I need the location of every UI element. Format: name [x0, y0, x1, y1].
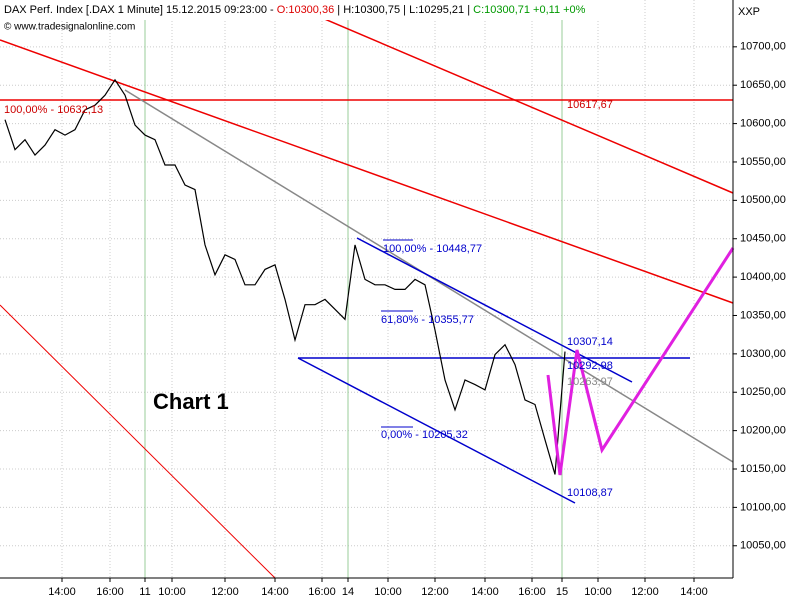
annotation: 10263,97 [567, 376, 613, 388]
y-tick-label: 10500,00 [740, 194, 786, 206]
y-tick-label: 10200,00 [740, 425, 786, 437]
annotation: 10617,67 [567, 99, 613, 111]
x-tick-label: 12:00 [631, 586, 659, 598]
header-title: DAX Perf. Index [.DAX 1 Minute] 15.12.20… [4, 4, 277, 16]
x-tick-label: 14:00 [471, 586, 499, 598]
header: DAX Perf. Index [.DAX 1 Minute] 15.12.20… [4, 4, 586, 16]
annotation: 10307,14 [567, 336, 613, 348]
annotation: 61,80% - 10355,77 [381, 314, 474, 326]
x-tick-label: 16:00 [518, 586, 546, 598]
x-tick-label: 14:00 [680, 586, 708, 598]
y-tick-label: 10650,00 [740, 79, 786, 91]
channel-line [297, 357, 576, 504]
trend-line [279, 0, 734, 194]
price-line [4, 78, 566, 475]
x-tick-label: 14 [342, 586, 354, 598]
header-open: O:10300,36 [277, 4, 335, 16]
y-tick-label: 10250,00 [740, 386, 786, 398]
copyright: © www.tradesignalonline.com [4, 22, 135, 33]
trend-line [0, 304, 276, 579]
header-high: H:10300,75 [343, 4, 400, 16]
x-tick-label: 10:00 [158, 586, 186, 598]
axis-name: XXP [738, 6, 760, 18]
annotation: 100,00% - 10448,77 [383, 243, 482, 255]
y-tick-label: 10450,00 [740, 233, 786, 245]
x-tick-label: 15 [556, 586, 568, 598]
annotation: 10292,98 [567, 360, 613, 372]
x-tick-label: 14:00 [261, 586, 289, 598]
y-tick-label: 10600,00 [740, 117, 786, 129]
x-tick-label: 10:00 [374, 586, 402, 598]
axes: 10050,00 10100,00 10150,00 10200,00 10250,00… [48, 41, 786, 598]
x-tick-label: 16:00 [308, 586, 336, 598]
y-tick-label: 10700,00 [740, 41, 786, 53]
projection [546, 247, 735, 476]
header-bg [0, 0, 600, 20]
y-tick-label: 10550,00 [740, 156, 786, 168]
y-tick-label: 10050,00 [740, 540, 786, 552]
trend-line [0, 39, 734, 304]
x-tick-label: 12:00 [421, 586, 449, 598]
y-tick-label: 10400,00 [740, 271, 786, 283]
annotation: 100,00% - 10632,13 [4, 104, 103, 116]
series [4, 78, 566, 475]
chart-label: Chart 1 [153, 389, 229, 414]
header-close: C:10300,71 +0,11 +0% [473, 4, 586, 16]
channel-line [356, 237, 633, 383]
y-tick-label: 10350,00 [740, 309, 786, 321]
x-tick-label: 11 [139, 586, 150, 598]
y-tick-label: 10100,00 [740, 501, 786, 513]
header-low: L:10295,21 [409, 4, 464, 16]
annotation: 0,00% - 10205,32 [381, 429, 468, 441]
annotation: 10108,87 [567, 487, 613, 499]
y-tick-label: 10300,00 [740, 348, 786, 360]
x-tick-label: 16:00 [96, 586, 124, 598]
x-tick-label: 12:00 [211, 586, 239, 598]
y-tick-label: 10150,00 [740, 463, 786, 475]
x-tick-label: 10:00 [584, 586, 612, 598]
x-tick-label: 14:00 [48, 586, 76, 598]
